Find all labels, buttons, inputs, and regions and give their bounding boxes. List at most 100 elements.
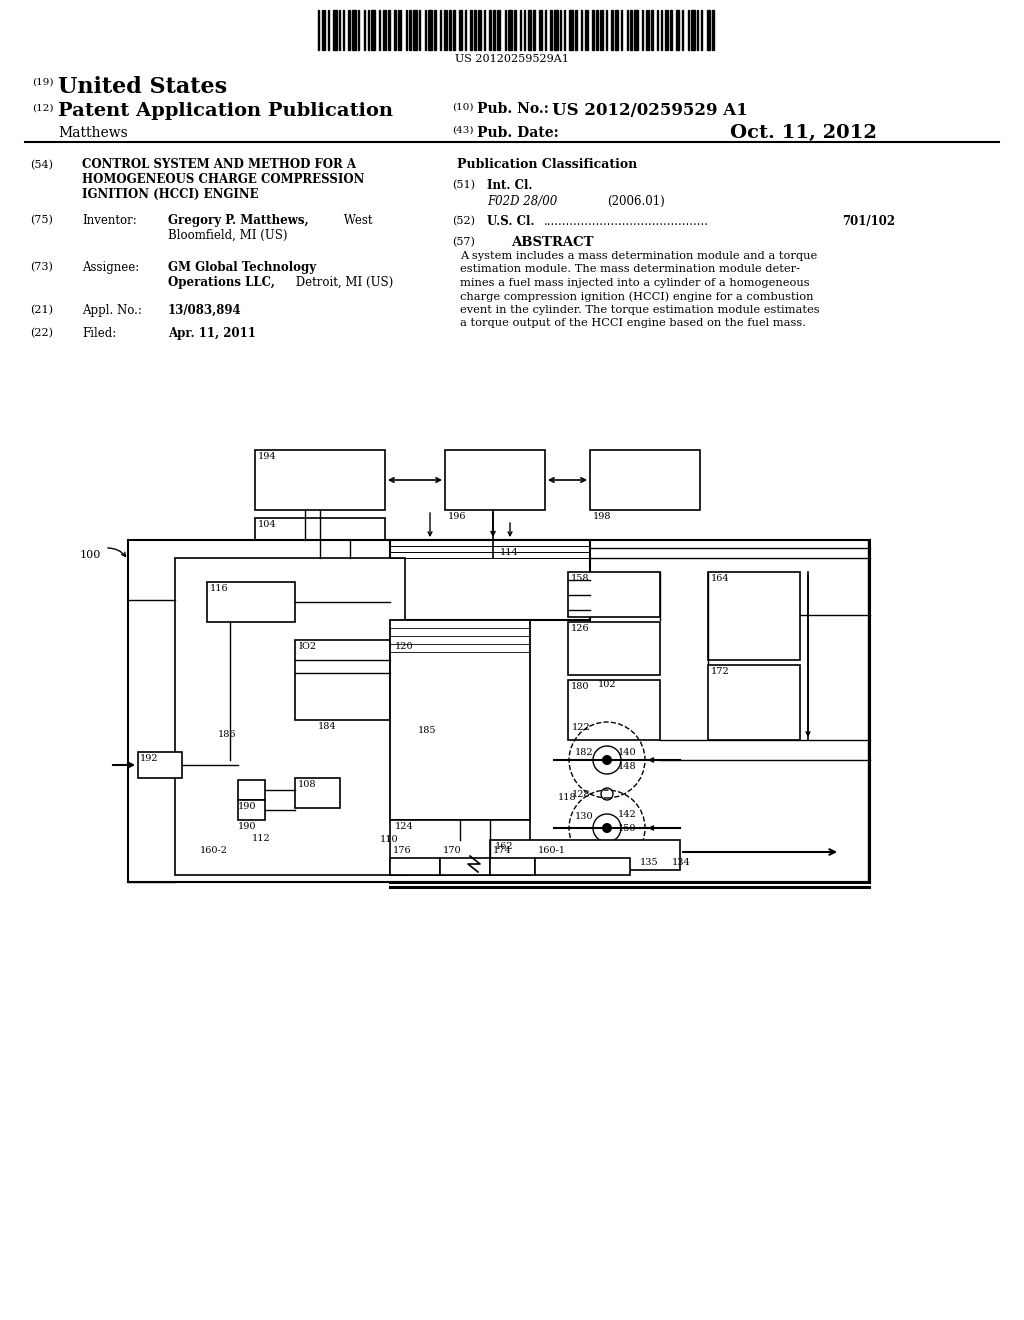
Bar — [520, 11, 521, 50]
Text: West: West — [340, 214, 373, 227]
Text: (43): (43) — [452, 125, 473, 135]
Bar — [343, 11, 344, 50]
Bar — [333, 11, 335, 50]
Text: 135: 135 — [640, 858, 658, 867]
Text: 160-1: 160-1 — [538, 846, 566, 855]
Text: 116: 116 — [210, 583, 228, 593]
Text: 162: 162 — [495, 842, 514, 851]
Text: IO2: IO2 — [298, 642, 316, 651]
Bar — [707, 11, 708, 50]
Text: 108: 108 — [298, 780, 316, 789]
Bar — [571, 11, 572, 50]
Bar — [255, 517, 385, 558]
Bar — [470, 11, 472, 50]
Bar — [348, 11, 350, 50]
Text: 180: 180 — [571, 682, 590, 690]
Text: U.S. Cl.: U.S. Cl. — [487, 215, 535, 228]
Bar — [443, 11, 445, 50]
Bar — [600, 11, 601, 50]
Text: Pub. Date:: Pub. Date: — [477, 125, 559, 140]
Bar — [682, 11, 683, 50]
Bar — [568, 572, 660, 616]
Text: Assignee:: Assignee: — [82, 261, 139, 275]
Text: 196: 196 — [449, 512, 467, 521]
Bar — [390, 820, 530, 875]
Bar — [556, 11, 557, 50]
Text: 198: 198 — [593, 512, 611, 521]
Bar — [585, 11, 586, 50]
Text: Operations LLC,: Operations LLC, — [168, 276, 274, 289]
Bar — [605, 11, 607, 50]
Text: 140: 140 — [618, 748, 637, 756]
Text: 182: 182 — [575, 748, 594, 756]
Text: Pub. No.:: Pub. No.: — [477, 102, 549, 116]
Text: 126: 126 — [571, 624, 590, 634]
Bar — [390, 620, 530, 820]
Bar — [440, 858, 490, 875]
Text: 170: 170 — [443, 846, 462, 855]
Text: (12): (12) — [32, 104, 53, 114]
Bar — [490, 840, 680, 870]
Bar — [697, 11, 698, 50]
Bar — [693, 11, 694, 50]
Bar — [713, 11, 714, 50]
Bar — [529, 11, 530, 50]
Bar — [678, 11, 680, 50]
Text: 124: 124 — [395, 822, 414, 832]
Text: Inventor:: Inventor: — [82, 214, 137, 227]
Text: 150: 150 — [618, 824, 637, 833]
Text: a torque output of the HCCI engine based on the fuel mass.: a torque output of the HCCI engine based… — [460, 318, 806, 329]
Bar — [541, 11, 543, 50]
Bar — [414, 11, 415, 50]
Bar — [364, 11, 366, 50]
Text: 184: 184 — [318, 722, 337, 731]
Bar — [465, 11, 466, 50]
Text: Matthews: Matthews — [58, 125, 128, 140]
Bar — [368, 11, 369, 50]
Text: 130: 130 — [575, 812, 594, 821]
Text: mines a fuel mass injected into a cylinder of a homogeneous: mines a fuel mass injected into a cylind… — [460, 279, 810, 288]
Bar — [295, 777, 340, 808]
Bar — [671, 11, 672, 50]
Bar — [494, 11, 495, 50]
Bar — [390, 858, 440, 875]
Bar — [568, 680, 660, 741]
Text: 194: 194 — [258, 451, 276, 461]
Text: 176: 176 — [393, 846, 412, 855]
Bar — [569, 11, 570, 50]
Bar — [255, 450, 385, 510]
Text: (19): (19) — [32, 78, 53, 87]
Bar — [461, 11, 462, 50]
Bar — [611, 11, 612, 50]
Bar — [434, 11, 435, 50]
Bar — [621, 11, 623, 50]
Bar — [523, 11, 525, 50]
Text: Oct. 11, 2012: Oct. 11, 2012 — [730, 124, 877, 143]
Bar — [592, 11, 594, 50]
Text: 185: 185 — [418, 726, 436, 735]
Circle shape — [602, 822, 612, 833]
Bar — [480, 11, 481, 50]
Bar — [440, 11, 441, 50]
Bar — [596, 11, 598, 50]
Text: 148: 148 — [618, 762, 637, 771]
Bar — [550, 11, 552, 50]
Text: ............................................: ........................................… — [544, 215, 709, 228]
Text: Publication Classification: Publication Classification — [457, 158, 637, 172]
Text: 190: 190 — [238, 822, 256, 832]
Text: 128: 128 — [572, 789, 591, 799]
Bar — [545, 11, 546, 50]
Bar — [499, 11, 501, 50]
Text: 110: 110 — [380, 836, 398, 843]
Text: Int. Cl.: Int. Cl. — [487, 180, 532, 191]
Text: 158: 158 — [571, 574, 590, 583]
Bar — [514, 11, 516, 50]
Bar — [483, 11, 485, 50]
Bar — [128, 540, 870, 882]
Text: CONTROL SYSTEM AND METHOD FOR A: CONTROL SYSTEM AND METHOD FOR A — [82, 158, 356, 172]
Bar — [667, 11, 668, 50]
Bar — [318, 11, 319, 50]
Text: (10): (10) — [452, 103, 473, 112]
Text: Gregory P. Matthews,: Gregory P. Matthews, — [168, 214, 308, 227]
Bar — [339, 11, 340, 50]
